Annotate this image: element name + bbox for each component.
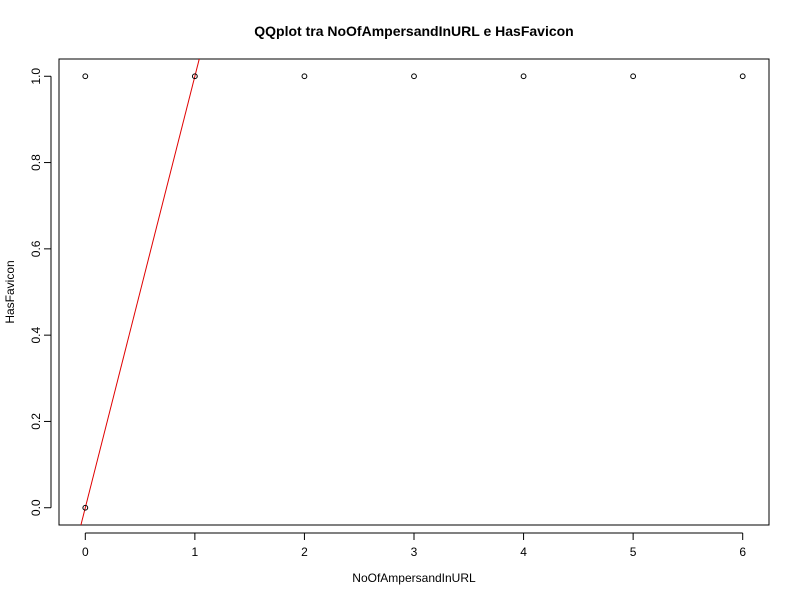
y-tick-label: 0.8 [29, 154, 43, 171]
y-tick-label: 0.2 [29, 413, 43, 430]
data-point [411, 73, 417, 80]
plot-content [80, 59, 200, 525]
x-tick-label: 4 [520, 545, 527, 559]
data-point [739, 73, 746, 80]
x-tick-label: 0 [82, 545, 89, 559]
y-axis-label: HasFavicon [3, 260, 17, 323]
x-tick-label: 2 [301, 545, 308, 559]
x-tick-label: 6 [739, 545, 746, 559]
data-point [191, 73, 198, 80]
plot-area-frame [58, 58, 770, 526]
data-point [82, 504, 89, 511]
x-tick-label: 5 [630, 545, 637, 559]
data-point [520, 73, 527, 80]
reference-line [80, 59, 200, 525]
x-tick-label: 3 [411, 545, 418, 559]
data-point [82, 73, 89, 80]
data-point [301, 73, 308, 80]
x-tick-label: 1 [192, 545, 199, 559]
x-axis: 0 1 2 3 4 5 6 [82, 532, 746, 559]
y-tick-label: 1.0 [29, 68, 43, 85]
y-tick-label: 0.6 [29, 240, 43, 257]
x-axis-label: NoOfAmpersandInURL [352, 571, 476, 585]
data-points [82, 73, 746, 511]
y-axis: 0.0 0.2 0.4 0.6 0.8 1.0 [29, 68, 52, 516]
data-point [630, 73, 637, 80]
y-tick-label: 0.4 [29, 326, 43, 343]
chart-title: QQplot tra NoOfAmpersandInURL e HasFavic… [254, 23, 573, 39]
y-tick-label: 0.0 [29, 499, 43, 516]
